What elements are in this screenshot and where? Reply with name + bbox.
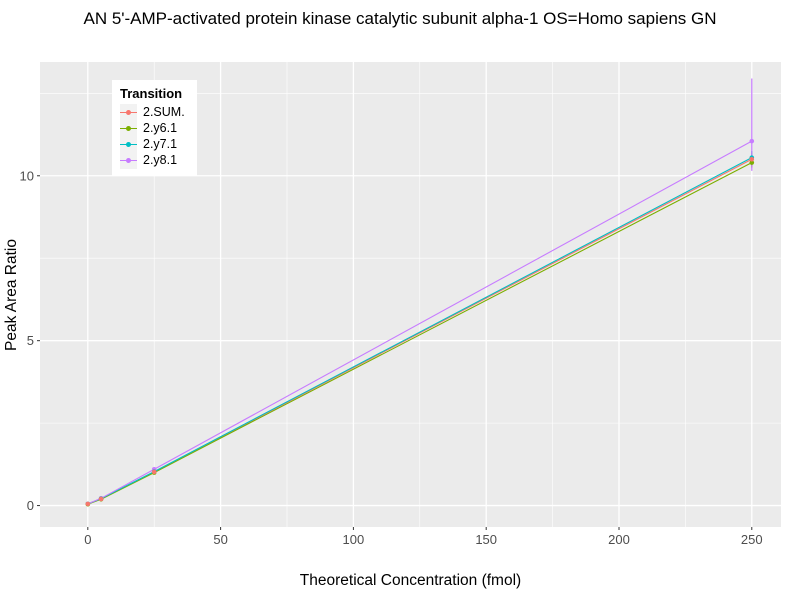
legend-label: 2.y8.1 xyxy=(143,153,178,167)
legend-key-icon xyxy=(120,103,137,121)
y-tick-label: 0 xyxy=(27,498,34,513)
legend-entry-2.y6.1: 2.y6.1 xyxy=(120,119,185,137)
legend-key-icon xyxy=(120,119,137,137)
x-tick-label: 50 xyxy=(213,532,227,547)
legend-key-icon xyxy=(120,151,137,169)
legend-label: 2.SUM. xyxy=(143,105,185,119)
x-tick-label: 0 xyxy=(84,532,91,547)
y-axis-label: Peak Area Ratio xyxy=(3,239,20,352)
y-tick-label: 10 xyxy=(20,168,34,183)
legend-label: 2.y6.1 xyxy=(143,121,178,135)
legend-label: 2.y7.1 xyxy=(143,137,178,151)
legend-key-dot xyxy=(126,125,131,131)
series-line-2.y8.1 xyxy=(87,140,753,505)
data-point-2.SUM. xyxy=(151,469,157,475)
legend-entry-2.y8.1: 2.y8.1 xyxy=(120,151,185,169)
legend-key-icon xyxy=(120,135,137,153)
data-point-2.SUM. xyxy=(749,156,755,162)
legend-entry-2.SUM.: 2.SUM. xyxy=(120,103,185,121)
legend: Transition 2.SUM. 2.y6.1 2.y7.1 2.y8.1 xyxy=(112,80,197,176)
legend-key-dot xyxy=(126,109,131,115)
legend-entry-2.y7.1: 2.y7.1 xyxy=(120,135,185,153)
x-tick-label: 200 xyxy=(608,532,630,547)
x-tick-label: 150 xyxy=(475,532,497,547)
legend-key-dot xyxy=(126,141,131,147)
data-point-2.SUM. xyxy=(98,496,104,502)
legend-title: Transition xyxy=(120,86,183,101)
x-axis-label: Theoretical Concentration (fmol) xyxy=(299,572,522,589)
legend-entries: 2.SUM. 2.y6.1 2.y7.1 2.y8.1 xyxy=(120,103,185,169)
y-tick-label: 5 xyxy=(27,333,34,348)
data-point-2.y8.1 xyxy=(749,138,755,144)
legend-key-dot xyxy=(126,157,131,163)
data-point-2.y6.1 xyxy=(749,160,755,165)
x-tick-label: 250 xyxy=(741,532,763,547)
data-point-2.SUM. xyxy=(85,501,91,507)
chart-title: AN 5'-AMP-activated protein kinase catal… xyxy=(83,9,717,28)
x-tick-label: 100 xyxy=(343,532,365,547)
